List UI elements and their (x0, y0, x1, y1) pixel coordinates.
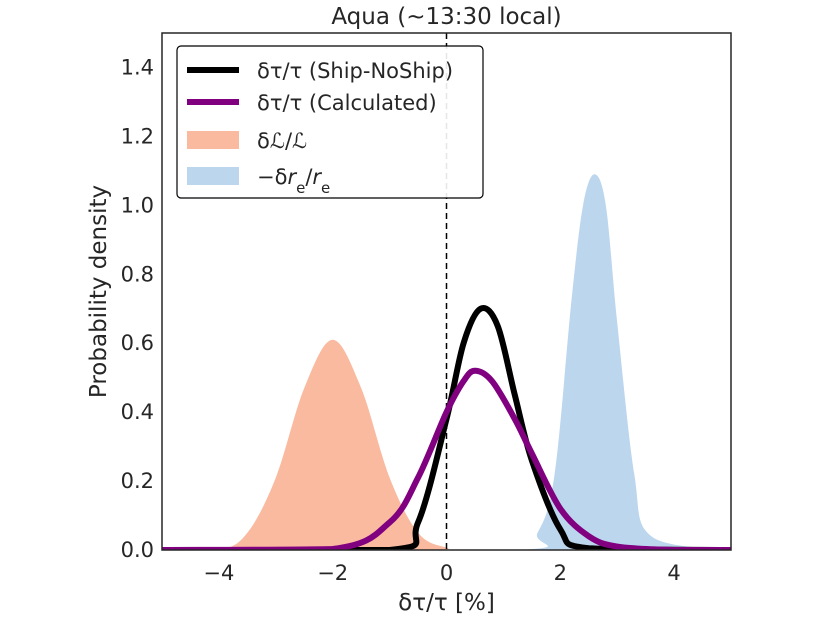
y-tick-label: 0.0 (121, 538, 154, 562)
legend-box (176, 45, 484, 199)
x-axis-label: δτ/τ [%] (398, 590, 495, 615)
legend-label: δτ/τ (Calculated) (257, 91, 437, 115)
x-tick-label: −4 (203, 561, 234, 585)
x-tick-label: 0 (440, 561, 453, 585)
y-tick-label: 1.0 (121, 193, 154, 217)
legend-label: δτ/τ (Ship-NoShip) (257, 59, 453, 83)
plot-frame (161, 32, 732, 551)
x-tick-label: 2 (554, 561, 567, 585)
y-tick-label: 1.4 (121, 55, 154, 79)
legend-area-swatch (187, 167, 239, 185)
y-tick-label: 0.4 (121, 400, 154, 424)
line-series-0 (162, 305, 731, 550)
y-axis-label: Probability density (86, 185, 112, 398)
line-series-1 (162, 367, 731, 550)
y-tick-label: 1.2 (121, 124, 154, 148)
area-series-0 (162, 339, 731, 550)
legend-label: δℒ/ℒ (257, 129, 307, 153)
x-tick-label: −2 (317, 561, 348, 585)
y-tick-label: 0.6 (121, 331, 154, 355)
x-tick-label: 4 (667, 561, 680, 585)
area-series-1 (162, 174, 731, 550)
y-tick-label: 0.8 (121, 262, 154, 286)
chart-title: Aqua (~13:30 local) (331, 4, 561, 30)
y-tick-label: 0.2 (121, 469, 154, 493)
legend-area-swatch (187, 131, 239, 149)
